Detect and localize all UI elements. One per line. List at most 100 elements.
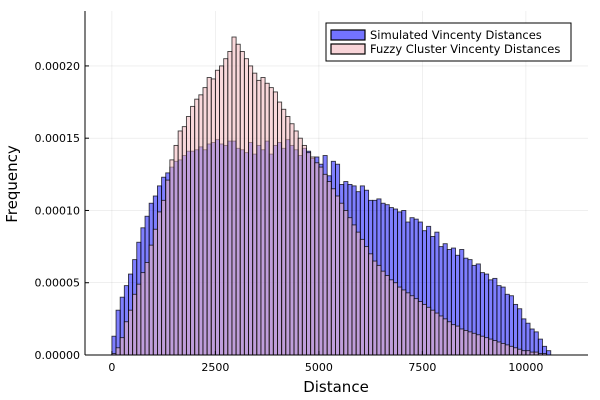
histogram-bar <box>496 341 502 356</box>
histogram-bar <box>463 329 469 356</box>
histogram-bar <box>508 345 514 356</box>
histogram-bar <box>492 340 498 356</box>
histogram-bar <box>500 342 506 356</box>
histogram-bar <box>181 126 187 356</box>
histogram-bar <box>285 116 291 356</box>
histogram-bar <box>136 283 142 356</box>
legend-box <box>325 22 572 62</box>
histogram-bar <box>231 36 237 356</box>
histogram-bar <box>289 123 295 356</box>
histogram-bar <box>434 312 440 356</box>
histogram-bar <box>148 244 154 356</box>
histogram-bar <box>277 101 283 356</box>
histogram-bar <box>140 272 146 356</box>
histogram-bar <box>272 91 278 356</box>
histogram-bar <box>335 195 341 356</box>
histogram-bar <box>235 43 241 356</box>
histogram-bar <box>293 130 299 356</box>
histogram-bar <box>264 82 270 356</box>
histogram-bar <box>546 350 552 356</box>
histogram-bar <box>310 156 316 356</box>
histogram-bar <box>388 279 394 356</box>
histogram-bar <box>169 159 175 356</box>
histogram-bar <box>256 79 262 356</box>
histogram-bar <box>455 325 461 356</box>
histogram-bar <box>206 77 212 356</box>
histogram-bar <box>504 344 510 356</box>
histogram-bar <box>144 262 150 356</box>
histogram-bar <box>533 331 539 356</box>
histogram-bar <box>517 308 523 356</box>
histogram-bar <box>521 350 527 356</box>
histogram-bar <box>219 65 225 356</box>
histogram-bar <box>537 338 543 356</box>
x-axis-ticks: 0 2500 5000 7500 10000 <box>108 351 543 374</box>
histogram-bar <box>405 292 411 356</box>
histogram-bar <box>384 275 390 356</box>
y-tick-label: 0.00005 <box>35 277 81 290</box>
histogram-bar <box>252 72 258 356</box>
histogram-bar <box>479 335 485 356</box>
histogram-bar <box>330 188 336 356</box>
histogram-bar <box>185 116 192 356</box>
histogram-bar <box>326 181 332 356</box>
histogram-bar <box>413 298 419 356</box>
histogram-bar <box>438 315 444 356</box>
histogram-bar <box>161 199 167 356</box>
legend-swatch-simulated <box>330 29 366 41</box>
histogram-bar <box>111 335 117 356</box>
histogram-bar <box>227 51 233 356</box>
x-tick-label: 2500 <box>201 361 229 374</box>
histogram-bar <box>132 293 138 356</box>
y-tick-label: 0.00010 <box>35 204 81 217</box>
histogram-bar <box>430 309 436 356</box>
histogram-bar <box>202 87 208 356</box>
histogram-bar <box>128 309 134 356</box>
histogram-bar <box>210 78 216 356</box>
y-tick-label: 0.00020 <box>35 60 81 73</box>
histogram-bar <box>380 270 386 356</box>
histogram-bar <box>339 202 345 356</box>
histogram-bar <box>351 224 357 356</box>
histogram-bar <box>517 348 523 356</box>
legend: Simulated Vincenty Distances Fuzzy Clust… <box>325 22 572 62</box>
histogram-bar <box>467 331 473 356</box>
histogram-bar <box>409 295 415 356</box>
axes <box>84 11 588 356</box>
y-axis-title: Frequency <box>3 145 21 223</box>
histogram-bar <box>363 246 370 356</box>
histogram-bar <box>297 137 303 356</box>
legend-label-simulated: Simulated Vincenty Distances <box>370 28 542 42</box>
histogram-bar <box>248 65 254 356</box>
histogram-bar <box>223 58 229 356</box>
histogram-bar <box>318 166 324 356</box>
histogram-bar <box>488 338 494 356</box>
y-tick-label: 0.00000 <box>35 349 81 362</box>
histogram-bar <box>426 306 432 356</box>
histogram-bar <box>376 264 382 356</box>
histogram-bar <box>442 318 448 356</box>
histogram-bar <box>156 211 163 356</box>
histogram-bar <box>314 162 320 356</box>
histogram-bar <box>417 301 423 356</box>
histogram-bar <box>359 238 365 356</box>
histogram-bar <box>529 328 535 356</box>
histogram-bar <box>173 144 179 356</box>
histogram-bar <box>513 347 519 356</box>
histogram-bar <box>198 94 204 356</box>
histogram-bar <box>421 303 427 356</box>
histogram-bar <box>446 321 452 356</box>
x-tick-label: 0 <box>108 361 115 374</box>
histogram-bar <box>397 286 403 356</box>
histogram-bar <box>471 332 477 356</box>
histogram-bar <box>123 321 129 356</box>
x-tick-label: 10000 <box>508 361 543 374</box>
histogram-bar <box>194 98 200 356</box>
histogram-bar <box>355 231 361 356</box>
histogram-bar <box>239 51 245 356</box>
x-tick-label: 7500 <box>408 361 436 374</box>
legend-swatch-fuzzy <box>330 43 366 55</box>
histogram-bar <box>368 253 374 356</box>
x-tick-label: 5000 <box>305 361 333 374</box>
